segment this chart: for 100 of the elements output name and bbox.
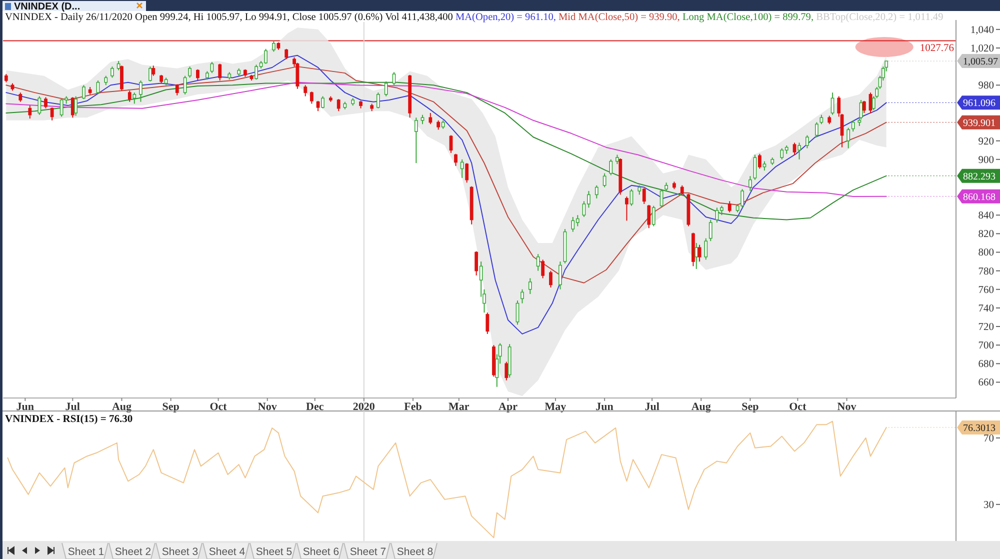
candlestick [602, 172, 606, 188]
candlestick [272, 40, 276, 52]
y-tick-label: 720 [978, 322, 994, 334]
candlestick [474, 250, 478, 276]
candlestick [376, 92, 380, 109]
tab: Sheet 4 [202, 542, 250, 559]
candlestick [70, 96, 74, 118]
candlestick [196, 68, 200, 81]
candlestick [104, 75, 108, 86]
candlestick [830, 92, 834, 116]
candlestick [805, 134, 809, 149]
candlestick [284, 48, 288, 60]
candlestick [694, 242, 698, 270]
y-tick-label: 740 [978, 303, 994, 314]
text: Mid MA(Close,50) = 939.90, [556, 12, 680, 23]
tab: Sheet 2 [108, 542, 156, 559]
data-label: 76.3013 [963, 422, 996, 434]
candlestick [594, 184, 598, 199]
candlestick [183, 75, 187, 95]
y-tick-label: 760 [978, 284, 994, 296]
candlestick [504, 361, 508, 381]
y-tick-label: 900 [978, 154, 994, 166]
candlestick [660, 188, 664, 208]
candlestick [152, 65, 156, 76]
candlestick [616, 154, 619, 165]
tab: Sheet 7 [344, 542, 390, 559]
candlestick [846, 127, 850, 149]
candlestick [148, 66, 152, 82]
x-tick-label: Nov [258, 401, 278, 413]
candlestick [132, 92, 136, 104]
candlestick [120, 65, 124, 92]
candlestick [758, 153, 762, 170]
y-tick-label: 820 [978, 229, 994, 240]
x-tick-label: Sep [162, 401, 180, 413]
candlestick [18, 92, 22, 102]
candlestick [862, 100, 866, 114]
candlestick [558, 261, 562, 290]
candlestick [139, 80, 142, 102]
candlestick [520, 288, 524, 304]
y-tick-label: 920 [978, 136, 994, 148]
candlestick [698, 244, 702, 262]
tab: Sheet 3 [156, 542, 202, 559]
candlestick [321, 96, 324, 109]
candlestick [110, 66, 114, 78]
x-tick-label: Oct [210, 401, 228, 413]
candlestick [420, 114, 424, 125]
candlestick [128, 90, 132, 102]
ref-line-label: 1027.76 [920, 42, 954, 54]
candlestick [704, 238, 708, 260]
candlestick [188, 66, 192, 78]
x-tick-label: Nov [837, 401, 857, 413]
candlestick [454, 153, 458, 166]
chart-title: VNINDEX - Daily 26/11/2020 Open 999.24, Hi 1005.97, Lo 994.91, Close 1005.97 (0.6%) Vol 411,438,400 [5, 12, 453, 23]
x-tick-label: May [544, 401, 567, 413]
candlestick [428, 112, 432, 125]
candlestick [175, 84, 179, 96]
text: VNINDEX (D... [14, 2, 80, 12]
y-tick-label: 660 [978, 378, 994, 389]
text: MA(Open,20) = 961.10, [452, 12, 556, 23]
candlestick [465, 162, 469, 184]
candlestick [304, 84, 308, 97]
candlestick [44, 96, 48, 109]
candlestick [528, 278, 532, 295]
candlestick [680, 184, 684, 196]
y-tick-label: 840 [978, 210, 994, 222]
candlestick [316, 100, 320, 112]
candlestick [748, 176, 752, 192]
candlestick [82, 84, 86, 100]
x-tick-label: Aug [691, 401, 712, 413]
text: Long MA(Close,100) = 899.79, [680, 12, 814, 23]
data-label: 939.901 [963, 118, 996, 129]
y-tick-label: 680 [978, 359, 994, 370]
candlestick [116, 60, 120, 71]
x-tick-label: Jun [596, 401, 614, 413]
candlestick [647, 204, 651, 229]
candlestick [38, 96, 42, 116]
candlestick [851, 120, 855, 132]
candlestick [792, 142, 796, 156]
candlestick [820, 114, 824, 125]
candlestick [28, 105, 32, 120]
candlestick [762, 160, 766, 172]
candlestick [814, 122, 818, 138]
candlestick [436, 120, 440, 130]
candlestick [460, 158, 464, 178]
x-tick-label: Dec [306, 401, 324, 413]
candlestick [486, 312, 490, 334]
candlestick [541, 259, 545, 279]
tab: Sheet 1 [62, 542, 108, 559]
candlestick [50, 106, 54, 121]
candlestick [74, 96, 78, 116]
annotation: 1,005.97 [963, 56, 998, 68]
y-tick-label: 780 [978, 266, 994, 278]
x-tick-label: Oct [789, 401, 807, 413]
candlestick [336, 98, 340, 112]
x-tick-label: Feb [404, 401, 422, 413]
data-label: 882.293 [963, 171, 996, 182]
candlestick [642, 188, 646, 204]
candlestick [414, 117, 418, 164]
candlestick [753, 154, 757, 180]
tab: Sheet 6 [296, 542, 344, 559]
